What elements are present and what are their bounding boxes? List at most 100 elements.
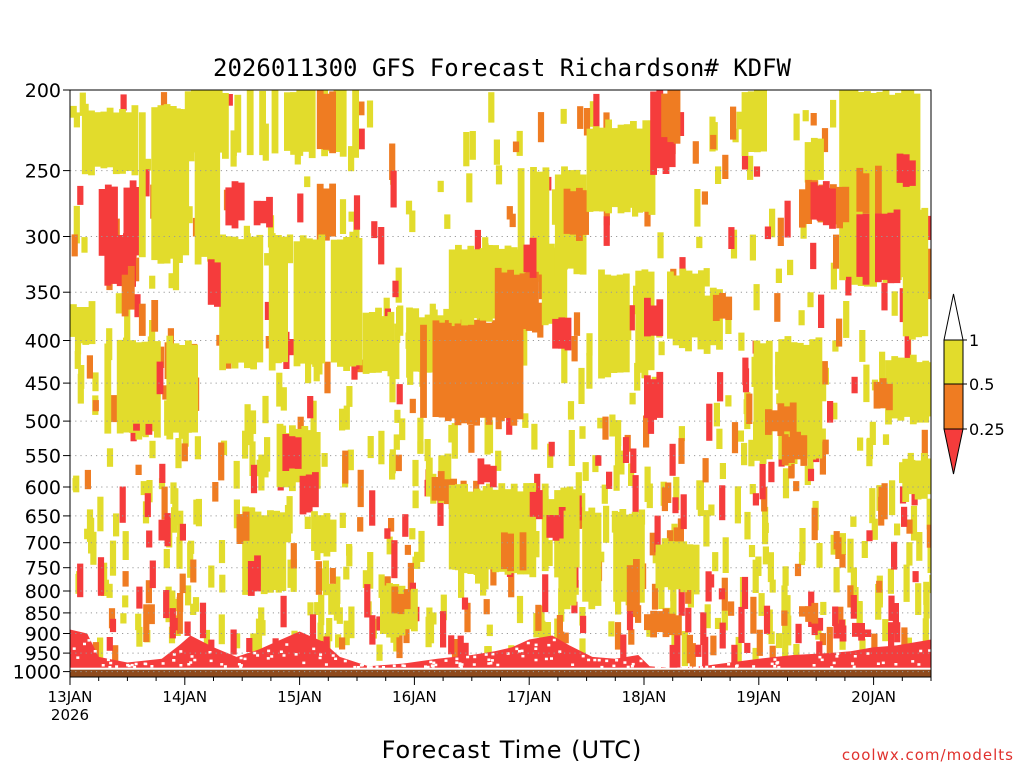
ri-region-cell [862,213,870,285]
ri-cell [782,468,790,499]
ri-region-cell [454,323,462,426]
ri-region-cell [444,479,451,505]
ri-region-cell [260,515,268,595]
ri-cell [133,257,140,282]
ri-cell [393,341,400,380]
ri-cell [329,568,336,584]
band-gap [615,659,619,662]
ri-region-cell [504,489,512,575]
ri-region-cell [387,311,395,377]
ri-cell [159,463,166,483]
ri-cell [163,590,170,619]
ri-cell [819,633,826,646]
ri-cell [738,332,745,351]
ri-cell [820,601,827,615]
ri-region-cell [88,110,95,176]
ri-cell [669,644,676,670]
ri-cell [816,617,824,631]
ri-cell [179,523,186,541]
ri-cell [158,478,166,490]
ri-cell [149,560,156,589]
ri-cell [176,536,183,569]
ri-cell [97,496,104,532]
band-gap [489,662,493,665]
legend-label: 1 [969,331,979,350]
ri-cell [583,108,591,136]
ri-region-cell [129,235,136,287]
band-gap [911,660,915,663]
band-gap [496,663,500,667]
ri-cell [73,475,80,493]
ri-region-cell [380,585,387,634]
ri-cell [146,530,153,548]
ri-cell [830,262,837,290]
band-gap [836,652,840,655]
y-tick-label: 300 [25,227,61,249]
ri-cell [395,267,402,303]
ri-cell [122,571,129,587]
ri-cell [412,490,419,509]
ri-cell [233,499,240,529]
ri-cell [741,576,749,609]
ri-cell [535,604,542,631]
band-gap [253,651,257,655]
band-gap [324,663,328,666]
ri-region-cell [182,109,190,256]
ri-cell [186,206,193,224]
ri-region-cell [783,406,791,432]
ri-cell [280,387,287,411]
ri-cell [741,142,749,170]
ri-cell [262,395,269,424]
ri-region-cell [197,90,204,160]
ri-cell [927,215,931,240]
ri-region-cell [661,538,669,588]
ri-region-cell [194,109,202,265]
ri-region-cell [431,477,439,501]
ri-region-cell [259,90,266,156]
ri-region-cell [88,301,96,345]
y-tick-label: 550 [25,446,61,468]
ri-region-cell [231,236,239,369]
ri-region-cell [558,507,566,539]
ri-region-cell [246,90,254,156]
ri-region-cell [163,104,171,264]
ri-cell [906,519,913,534]
ri-cell [644,209,651,227]
band-gap [369,666,373,669]
ri-cell [108,608,116,629]
ri-region-cell [81,103,89,175]
ri-cell [654,515,661,553]
band-gap [630,664,634,668]
ri-cell [351,366,358,380]
ri-region-cell [214,262,221,307]
ri-region-cell [294,437,302,469]
ri-region-cell [76,307,83,344]
ri-region-cell [391,586,399,614]
ri-region-cell [145,423,153,435]
ri-cell [451,423,458,459]
x-tick-label: 18JAN [622,688,667,706]
ri-cell [882,619,889,642]
ri-cell [444,214,451,229]
ri-region-cell [644,614,651,631]
band-gap [115,665,119,668]
ri-cell [768,461,775,483]
ri-cell [86,355,93,379]
ri-region-cell [330,239,338,363]
ri-region-cell [862,173,870,214]
ri-cell [339,512,346,528]
band-gap [179,664,183,667]
ri-cell [871,633,878,650]
ri-cell [888,595,895,621]
ri-cell [802,110,809,122]
ri-cell [399,418,406,441]
ri-region-cell [135,342,143,440]
ri-cell [618,450,625,475]
ri-region-cell [296,90,304,156]
ri-region-cell [805,179,812,224]
ri-region-cell [656,90,664,169]
ri-region-cell [306,238,313,365]
ri-region-cell [176,109,183,263]
ri-cell [681,631,688,667]
ri-region-cell [94,112,102,167]
